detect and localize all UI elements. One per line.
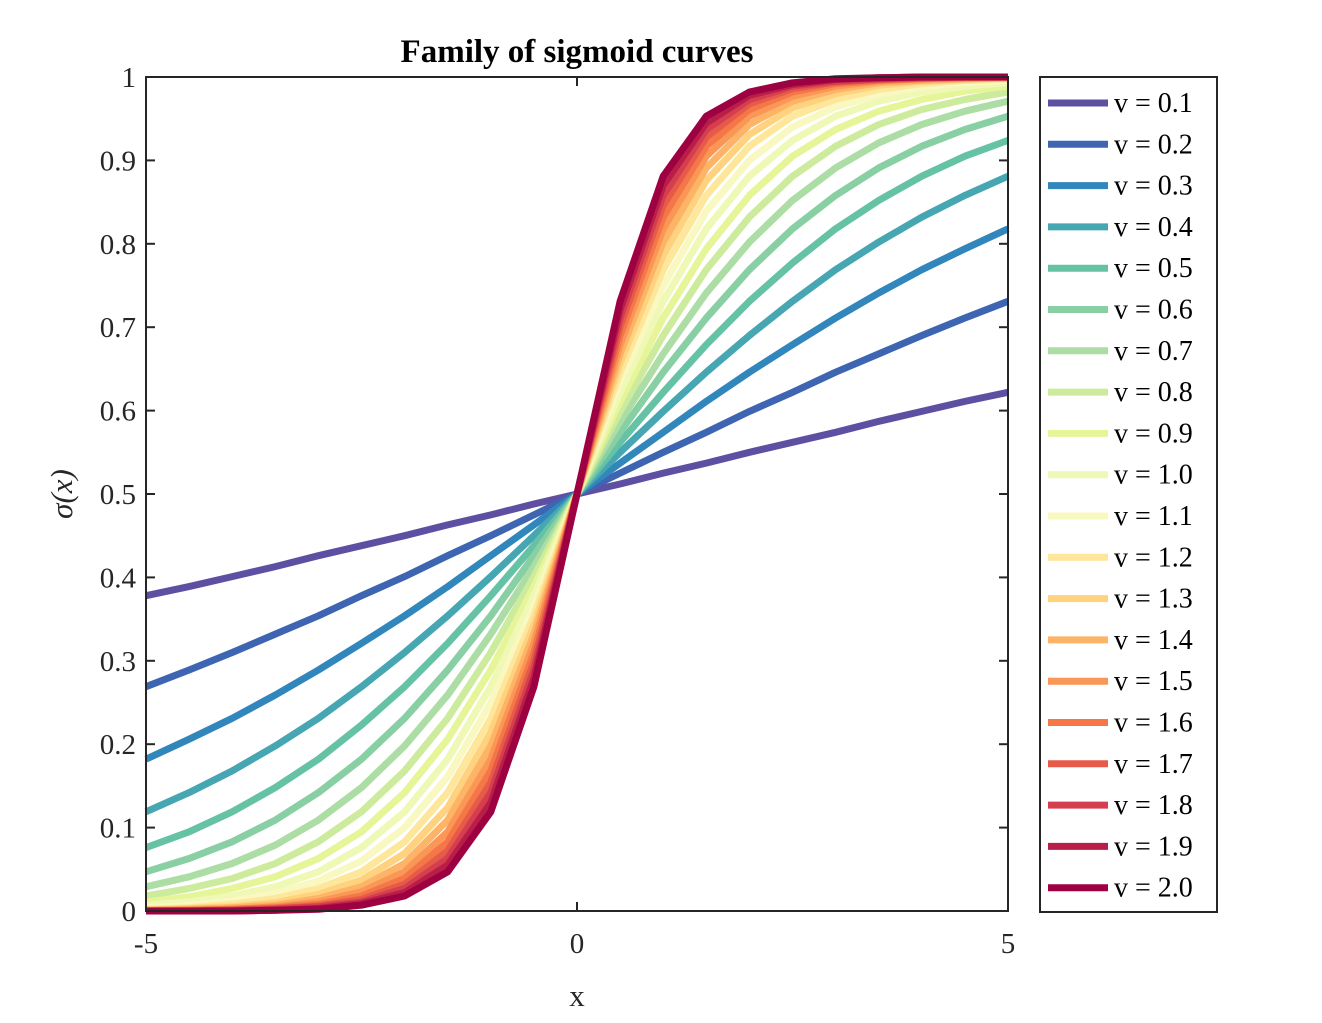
x-tick-label: 5 (1001, 928, 1016, 960)
legend-label-3: v = 0.3 (1114, 171, 1193, 202)
legend-label-2: v = 0.2 (1114, 129, 1193, 160)
legend-label-16: v = 1.6 (1114, 708, 1193, 739)
legend-label-18: v = 1.8 (1114, 790, 1193, 821)
legend-label-19: v = 1.9 (1114, 831, 1193, 862)
legend-label-20: v = 2.0 (1114, 873, 1193, 904)
legend-label-11: v = 1.1 (1114, 501, 1193, 532)
y-tick-label: 1 (122, 62, 137, 94)
legend-label-12: v = 1.2 (1114, 542, 1193, 573)
x-axis-label: x (569, 978, 585, 1013)
legend-label-4: v = 0.4 (1114, 212, 1193, 243)
curves-group (144, 73, 1010, 915)
y-tick-label: 0.8 (100, 229, 136, 261)
y-axis-label: σ(x) (44, 469, 79, 519)
x-tick-label: 0 (570, 928, 585, 960)
legend-label-7: v = 0.7 (1114, 336, 1193, 367)
x-tick-label: -5 (134, 928, 158, 960)
chart-title: Family of sigmoid curves (401, 34, 754, 70)
legend-label-14: v = 1.4 (1114, 625, 1193, 656)
y-tick-label: 0.6 (100, 396, 136, 428)
legend-label-13: v = 1.3 (1114, 584, 1193, 615)
legend-label-5: v = 0.5 (1114, 253, 1193, 284)
legend-label-6: v = 0.6 (1114, 295, 1193, 326)
legend: v = 0.1 v = 0.2 v = 0.3 v = 0.4 v = 0.5 v = 0… (1039, 76, 1218, 913)
y-tick-label: 0.2 (100, 729, 136, 761)
ticks-group: -5 0 500.10.20.30.40.50.60.70.80.91 (100, 62, 1016, 960)
legend-label-17: v = 1.7 (1114, 749, 1193, 780)
y-tick-label: 0 (122, 896, 137, 928)
legend-label-1: v = 0.1 (1114, 88, 1193, 119)
y-tick-label: 0.9 (100, 145, 136, 177)
y-tick-label: 0.3 (100, 646, 136, 678)
y-tick-label: 0.4 (100, 562, 137, 594)
y-tick-label: 0.1 (100, 813, 136, 845)
series-line-20 (146, 73, 1008, 915)
legend-label-9: v = 0.9 (1114, 418, 1193, 449)
y-tick-label: 0.5 (100, 479, 136, 511)
y-tick-label: 0.7 (100, 312, 136, 344)
legend-label-15: v = 1.5 (1114, 666, 1193, 697)
legend-box (1039, 76, 1218, 913)
legend-label-8: v = 0.8 (1114, 377, 1193, 408)
legend-label-10: v = 1.0 (1114, 460, 1193, 491)
